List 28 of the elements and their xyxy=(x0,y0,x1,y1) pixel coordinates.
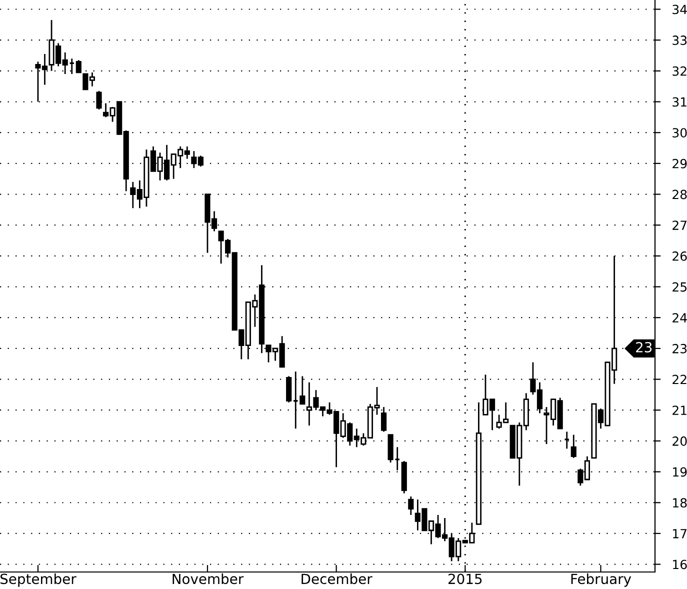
y-tick-label: 22 xyxy=(672,374,686,384)
candlestick xyxy=(408,496,414,516)
y-tick-label: 25 xyxy=(672,282,686,292)
y-tick-label: 20 xyxy=(672,436,687,446)
y-tick-label: 30 xyxy=(672,128,687,138)
candlestick xyxy=(286,376,292,404)
x-tick-label: February xyxy=(571,573,632,587)
y-tick-label: 27 xyxy=(672,220,687,230)
y-tick-label: 18 xyxy=(673,498,687,508)
y-tick-label: 19 xyxy=(673,467,687,477)
candlestick xyxy=(76,59,82,74)
x-tick-label: December xyxy=(302,573,372,584)
y-tick-label: 16 xyxy=(673,560,687,570)
y-tick-label: 28 xyxy=(672,190,687,200)
y-tick-label: 31 xyxy=(672,97,686,107)
x-tick-label: 2015 xyxy=(448,574,482,584)
y-tick-label: 29 xyxy=(672,158,687,168)
y-tick-label: 23 xyxy=(672,344,687,354)
x-tick-label: November xyxy=(172,573,244,584)
y-tick-label: 33 xyxy=(672,36,687,46)
y-tick-label: 26 xyxy=(672,251,687,261)
y-tick-label: 17 xyxy=(673,529,687,538)
y-tick-label: 21 xyxy=(672,406,686,415)
y-tick-label: 32 xyxy=(672,66,686,76)
y-tick-label: 34 xyxy=(672,4,687,14)
text: 23 xyxy=(636,342,652,352)
y-tick-label: 24 xyxy=(672,313,687,322)
x-tick-label: September xyxy=(0,573,76,587)
